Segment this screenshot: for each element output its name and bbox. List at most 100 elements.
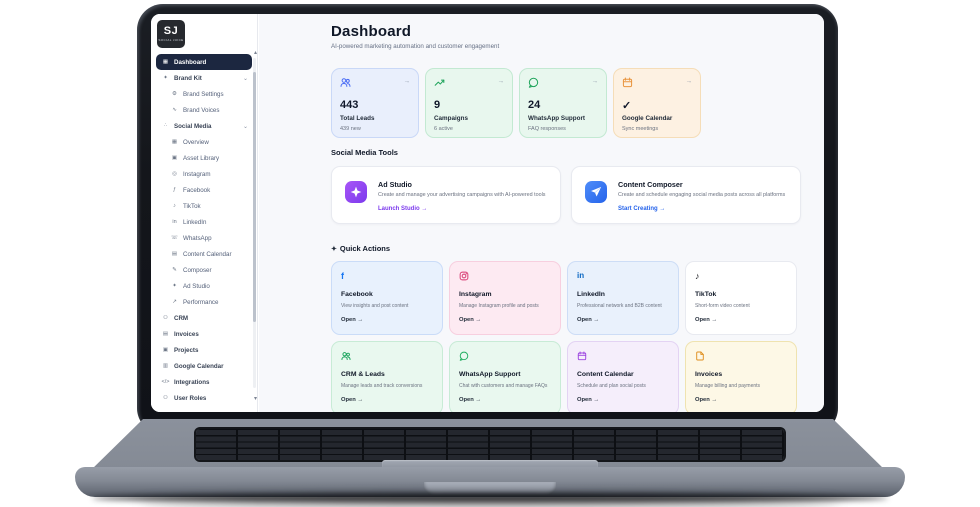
stat-card-campaigns[interactable]: → 9 Campaigns 6 active xyxy=(425,68,513,138)
tool-desc: Create and manage your advertising campa… xyxy=(378,192,546,198)
stat-card-google-calendar[interactable]: → ✓ Google Calendar Sync meetings xyxy=(613,68,701,138)
asset-library-icon: ▣ xyxy=(171,155,178,161)
stat-sub: 6 active xyxy=(434,126,453,132)
chat-icon xyxy=(528,77,598,88)
app-logo[interactable]: SJ SOCIAL JUICE xyxy=(157,20,185,48)
sidebar-item-label: Brand Voices xyxy=(183,106,220,114)
qa-card-linkedin[interactable]: in LinkedIn Professional network and B2B… xyxy=(567,261,679,335)
main-content: Dashboard AI-powered marketing automatio… xyxy=(259,14,824,412)
trend-icon: ↗ xyxy=(172,299,177,305)
scroll-down-icon[interactable]: ▾ xyxy=(253,396,257,402)
sidebar-item-user-roles[interactable]: ⚇ User Roles xyxy=(156,390,252,406)
sidebar-item-crm[interactable]: ⚇ CRM xyxy=(156,310,252,326)
sidebar-item-linkedin[interactable]: in LinkedIn xyxy=(156,214,252,230)
sidebar-item-label: Projects xyxy=(174,346,199,354)
calendar-icon: ▤ xyxy=(171,251,178,257)
stat-value: 9 xyxy=(434,99,441,111)
sidebar-item-projects[interactable]: ▣ Projects xyxy=(156,342,252,358)
open-link[interactable]: Open → xyxy=(695,397,718,403)
qa-title: Invoices xyxy=(695,371,723,378)
stat-value: 443 xyxy=(340,99,359,111)
qa-desc: Manage leads and track conversions xyxy=(341,383,423,389)
sidebar-item-label: Integrations xyxy=(174,378,210,386)
sidebar-item-google-calendar[interactable]: ▥ Google Calendar xyxy=(156,358,252,374)
sidebar-item-whatsapp[interactable]: ☏ WhatsApp xyxy=(156,230,252,246)
open-link[interactable]: Open → xyxy=(577,397,600,403)
stat-sub: FAQ responses xyxy=(528,126,566,132)
sidebar-item-label: Dashboard xyxy=(174,58,207,66)
sidebar-item-overview[interactable]: ▦ Overview xyxy=(156,134,252,150)
qa-desc: Professional network and B2B content xyxy=(577,303,662,309)
qa-card-crm-leads[interactable]: CRM & Leads Manage leads and track conve… xyxy=(331,341,443,412)
sidebar-item-performance[interactable]: ↗ Performance xyxy=(156,294,252,310)
qa-card-facebook[interactable]: f Facebook View insights and post conten… xyxy=(331,261,443,335)
gear-icon: ⚙ xyxy=(172,91,177,97)
qa-title: Facebook xyxy=(341,291,373,298)
stat-label: Total Leads xyxy=(340,115,375,122)
open-link[interactable]: Open → xyxy=(459,397,482,403)
file-icon xyxy=(695,351,787,363)
quick-actions-title: Quick Actions xyxy=(339,244,391,253)
sidebar-item-tiktok[interactable]: ♪ TikTok xyxy=(156,198,252,214)
sidebar-item-asset-library[interactable]: ▣ Asset Library xyxy=(156,150,252,166)
code-icon: </> xyxy=(161,379,170,385)
linkedin-icon: in xyxy=(577,271,585,280)
sidebar-nav: ▦ Dashboard ✦ Brand Kit ⌄ ⚙ Brand Settin… xyxy=(151,54,257,406)
open-link[interactable]: Open → xyxy=(341,317,364,323)
sidebar-item-instagram[interactable]: ◎ Instagram xyxy=(156,166,252,182)
sidebar-item-brand-kit[interactable]: ✦ Brand Kit ⌄ xyxy=(156,70,252,86)
open-link[interactable]: Open → xyxy=(341,397,364,403)
qa-desc: Schedule and plan social posts xyxy=(577,383,646,389)
launch-studio-link[interactable]: Launch Studio → xyxy=(378,206,428,212)
sidebar-item-label: Invoices xyxy=(174,330,199,338)
qa-desc: Short-form video content xyxy=(695,303,750,309)
qa-card-whatsapp-support[interactable]: WhatsApp Support Chat with customers and… xyxy=(449,341,561,412)
sidebar-item-label: Performance xyxy=(183,298,219,306)
stat-sub: 439 new xyxy=(340,126,361,132)
arrow-right-icon: → xyxy=(685,78,693,85)
logo-tagline: SOCIAL JUICE xyxy=(158,38,184,42)
qa-card-content-calendar[interactable]: Content Calendar Schedule and plan socia… xyxy=(567,341,679,412)
tool-card-ad-studio[interactable]: Ad Studio Create and manage your adverti… xyxy=(331,166,561,224)
stat-card-whatsapp-support[interactable]: → 24 WhatsApp Support FAQ responses xyxy=(519,68,607,138)
send-icon xyxy=(585,181,607,203)
calendar-icon xyxy=(577,351,669,363)
sidebar-item-content-calendar[interactable]: ▤ Content Calendar xyxy=(156,246,252,262)
users-icon xyxy=(341,351,433,363)
sidebar-item-ad-studio[interactable]: ✦ Ad Studio xyxy=(156,278,252,294)
stats-row: → 443 Total Leads 439 new → 9 Campaigns … xyxy=(331,68,701,138)
arrow-right-icon: → xyxy=(591,78,599,85)
stat-card-total-leads[interactable]: → 443 Total Leads 439 new xyxy=(331,68,419,138)
sidebar-scrollbar-thumb[interactable] xyxy=(253,72,256,322)
sidebar-item-integrations[interactable]: </> Integrations xyxy=(156,374,252,390)
sidebar-item-social-media[interactable]: ∴ Social Media ⌄ xyxy=(156,118,252,134)
sidebar-item-label: Social Media xyxy=(174,122,212,130)
qa-card-instagram[interactable]: Instagram Manage Instagram profile and p… xyxy=(449,261,561,335)
qa-title: LinkedIn xyxy=(577,291,605,298)
sidebar-item-invoices[interactable]: ▤ Invoices xyxy=(156,326,252,342)
open-link[interactable]: Open → xyxy=(577,317,600,323)
arrow-right-icon: → xyxy=(403,78,411,85)
tool-card-content-composer[interactable]: Content Composer Create and schedule eng… xyxy=(571,166,801,224)
qa-title: Content Calendar xyxy=(577,371,634,378)
start-creating-link[interactable]: Start Creating → xyxy=(618,206,666,212)
sidebar-item-label: WhatsApp xyxy=(183,234,212,242)
sidebar-item-brand-settings[interactable]: ⚙ Brand Settings xyxy=(156,86,252,102)
sidebar-item-composer[interactable]: ✎ Composer xyxy=(156,262,252,278)
qa-card-tiktok[interactable]: ♪ TikTok Short-form video content Open → xyxy=(685,261,797,335)
sidebar-item-facebook[interactable]: ƒ Facebook xyxy=(156,182,252,198)
chevron-down-icon: ⌄ xyxy=(242,123,248,130)
laptop-shadow xyxy=(92,493,888,503)
stat-label: Campaigns xyxy=(434,115,468,122)
open-link[interactable]: Open → xyxy=(695,317,718,323)
open-link[interactable]: Open → xyxy=(459,317,482,323)
laptop-lid-notch xyxy=(424,482,556,496)
music-note-icon: ♪ xyxy=(173,203,176,209)
stat-value-check: ✓ xyxy=(622,100,632,112)
sidebar-item-label: Asset Library xyxy=(183,154,220,162)
qa-card-invoices[interactable]: Invoices Manage billing and payments Ope… xyxy=(685,341,797,412)
sidebar-item-dashboard[interactable]: ▦ Dashboard xyxy=(156,54,252,70)
qa-title: TikTok xyxy=(695,291,717,298)
scroll-up-icon[interactable]: ▴ xyxy=(253,50,257,56)
sidebar-item-brand-voices[interactable]: ∿ Brand Voices xyxy=(156,102,252,118)
